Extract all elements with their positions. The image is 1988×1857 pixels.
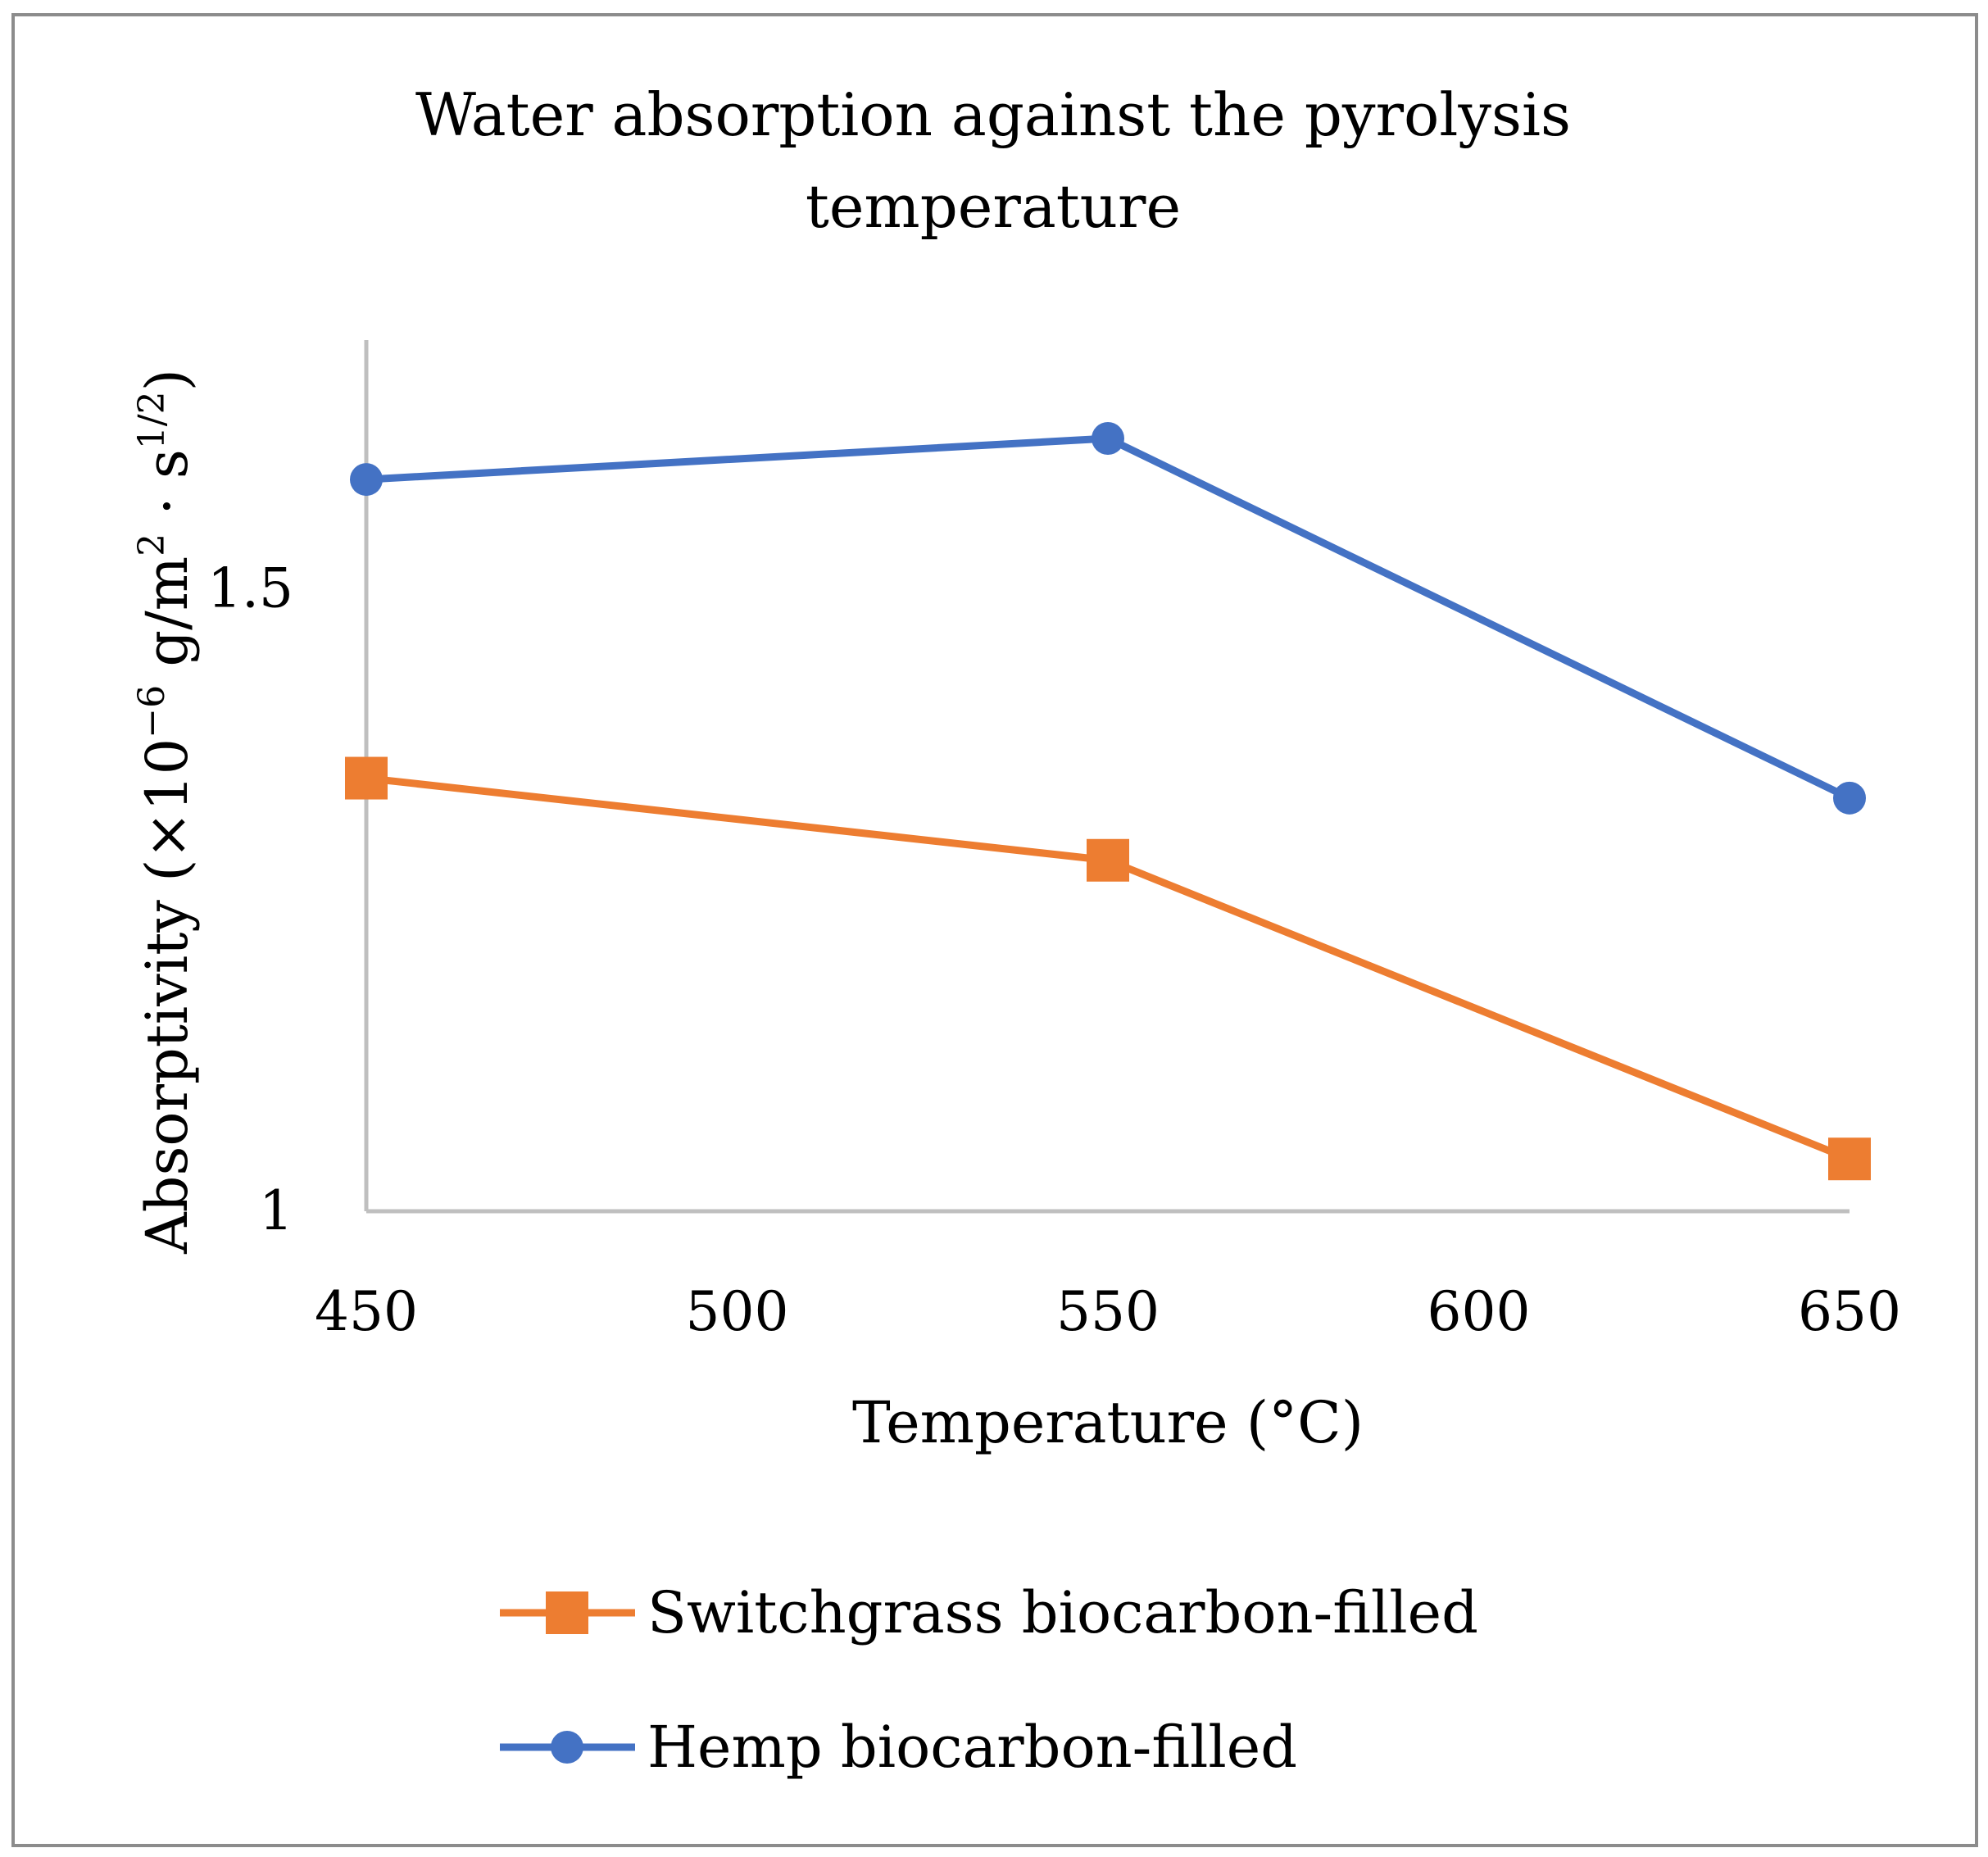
chart-title-line-1: Water absorption against the pyrolysis [415,80,1571,149]
chart-title-line-2: temperature [806,172,1181,241]
y-axis-title-exp-3: 1/2 [131,391,173,449]
x-tick-labels: 450 500 550 600 650 [315,1280,1901,1343]
x-tick-label: 450 [315,1280,418,1343]
legend-label: Hemp biocarbon-filled [647,1714,1297,1781]
x-tick-label: 500 [686,1280,789,1343]
data-point [1087,838,1129,882]
series-hemp [350,421,1866,815]
y-tick-label: 1 [259,1179,293,1242]
y-axis-title-mid-2: · s [134,449,201,533]
y-tick-label: 1.5 [207,557,293,620]
data-point [1828,1137,1871,1181]
y-axis-title: Absorptivity (×10−6 g/m2 · s1/2) [131,369,201,1255]
legend-marker [551,1731,583,1764]
x-tick-label: 550 [1056,1280,1160,1343]
x-tick-label: 600 [1427,1280,1531,1343]
data-point [1833,781,1866,815]
data-point [350,463,383,497]
data-point [1092,421,1124,455]
x-axis-title: Temperature (°C) [852,1389,1364,1456]
chart-border [11,13,1978,1847]
legend-marker [546,1591,588,1634]
y-axis-title-suffix: ) [134,369,201,391]
y-axis-title-prefix: Absorptivity (×10 [134,738,201,1255]
y-tick-labels: 11.5 [207,557,293,1242]
data-point [345,756,388,800]
x-tick-label: 650 [1798,1280,1901,1343]
y-axis-title-mid-1: g/m [134,556,201,685]
legend: Switchgrass biocarbon-filled Hemp biocarb… [500,1579,1478,1781]
series-switchgrass [345,756,1871,1181]
series-layer [345,421,1871,1181]
y-axis-title-exp-2: 2 [131,533,173,556]
legend-label: Switchgrass biocarbon-filled [647,1579,1478,1646]
y-axis-title-exp-1: −6 [131,685,173,738]
legend-item: Hemp biocarbon-filled [500,1714,1297,1781]
legend-item: Switchgrass biocarbon-filled [500,1579,1478,1646]
